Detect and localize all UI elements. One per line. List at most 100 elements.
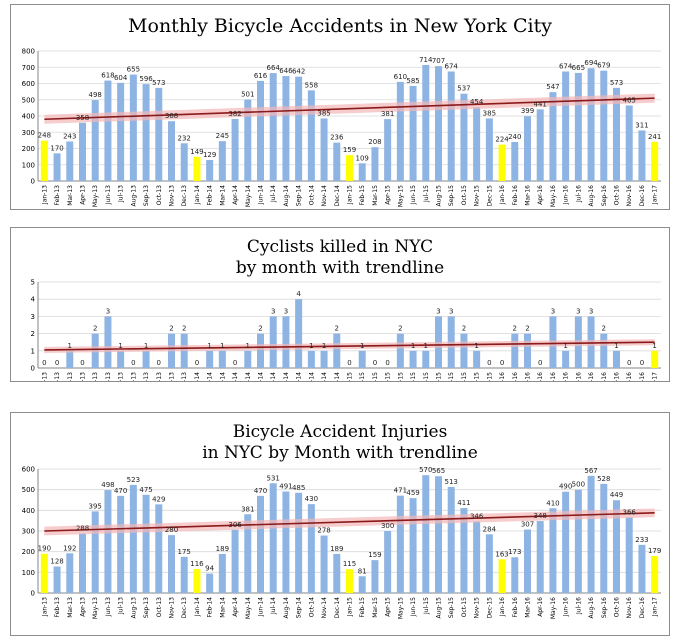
bar <box>269 483 277 593</box>
data-label: 459 <box>406 489 419 497</box>
data-label: 1 <box>144 342 148 350</box>
bar <box>396 333 404 368</box>
data-label: 248 <box>38 132 51 140</box>
data-label: 0 <box>640 359 644 367</box>
x-tick-label: May-16 <box>550 372 557 381</box>
data-label: 498 <box>89 91 102 99</box>
bar <box>638 544 646 593</box>
y-tick-label: 200 <box>22 145 35 153</box>
data-label: 528 <box>597 475 610 483</box>
x-tick-label: Sep-13 <box>143 597 150 618</box>
y-tick-label: 100 <box>22 161 35 169</box>
x-tick-label: Dec-15 <box>486 185 493 207</box>
data-label: 307 <box>521 521 534 529</box>
x-tick-label: Oct-16 <box>614 372 621 381</box>
bar <box>104 316 112 368</box>
x-tick-label: Aug-16 <box>588 185 595 207</box>
bar <box>218 553 226 593</box>
x-tick-label: Apr-13 <box>80 185 87 205</box>
x-tick-label: Mar-14 <box>219 372 226 381</box>
data-label: 116 <box>190 560 204 568</box>
x-tick-label: Jul-13 <box>118 372 125 381</box>
x-tick-label: Jul-13 <box>118 185 125 203</box>
bar <box>40 140 48 181</box>
bar <box>651 350 659 368</box>
bar <box>460 508 468 593</box>
bar <box>244 514 252 593</box>
x-tick-label: Oct-15 <box>461 372 468 381</box>
data-label: 3 <box>106 307 110 315</box>
data-label: 381 <box>381 110 394 118</box>
x-tick-label: Jun-14 <box>258 185 265 205</box>
data-label: 1 <box>424 342 428 350</box>
data-label: 523 <box>127 476 140 484</box>
data-label: 189 <box>216 545 229 553</box>
x-tick-label: Jul-14 <box>270 372 277 381</box>
x-tick-label: Nov-15 <box>474 597 481 619</box>
data-label: 2 <box>462 325 466 333</box>
data-label: 243 <box>63 133 76 141</box>
data-label: 1 <box>220 342 224 350</box>
x-tick-label: Jul-15 <box>423 372 430 381</box>
data-label: 430 <box>305 495 318 503</box>
x-tick-label: Oct-16 <box>614 597 621 617</box>
x-tick-label: Sep-14 <box>296 597 303 618</box>
data-label: 149 <box>190 148 203 156</box>
data-label: 94 <box>205 565 214 573</box>
bar <box>447 71 455 181</box>
data-label: 306 <box>228 521 242 529</box>
data-label: 1 <box>68 342 72 350</box>
bar <box>409 350 417 368</box>
bar <box>485 118 493 181</box>
data-label: 596 <box>139 75 153 83</box>
data-label: 1 <box>309 342 313 350</box>
x-tick-label: Mar-15 <box>372 597 379 618</box>
x-tick-label: Mar-14 <box>219 597 226 618</box>
x-tick-label: Jun-13 <box>105 597 112 617</box>
bar <box>574 72 582 181</box>
y-tick-label: 0 <box>31 365 35 373</box>
x-tick-label: Apr-15 <box>385 185 392 205</box>
bar <box>104 490 112 593</box>
x-tick-label: Jun-15 <box>410 372 417 381</box>
x-tick-label: Apr-14 <box>232 597 239 617</box>
data-label: 618 <box>101 72 114 80</box>
data-label: 233 <box>635 536 648 544</box>
bar <box>168 535 175 593</box>
bar <box>384 531 392 593</box>
x-tick-label: Dec-16 <box>639 185 646 207</box>
bar <box>371 560 379 593</box>
data-label: 498 <box>101 481 114 489</box>
x-tick-label: Feb-13 <box>54 372 61 381</box>
bar <box>193 156 201 181</box>
bar <box>536 521 544 593</box>
data-label: 491 <box>279 483 292 491</box>
x-tick-label: Jun-14 <box>258 372 265 381</box>
data-label: 1 <box>360 342 364 350</box>
data-label: 0 <box>373 359 377 367</box>
x-tick-label: Jan-13 <box>41 372 48 381</box>
bar <box>409 498 417 593</box>
trendline <box>44 97 655 121</box>
x-tick-label: Sep-15 <box>448 372 455 381</box>
data-label: 1 <box>118 342 122 350</box>
bar <box>142 84 150 181</box>
x-tick-label: Jan-14 <box>194 185 201 205</box>
data-label: 236 <box>330 134 344 142</box>
data-label: 646 <box>279 67 293 75</box>
x-tick-label: Dec-14 <box>334 597 341 619</box>
bar <box>498 144 506 181</box>
x-tick-label: Jun-13 <box>105 185 112 205</box>
chart-title: Monthly Bicycle Accidents in New York Ci… <box>11 15 669 37</box>
data-label: 573 <box>610 79 623 87</box>
x-tick-label: Nov-13 <box>169 185 176 207</box>
chart-title-line: Cyclists killed in NYC <box>246 237 434 257</box>
data-label: 485 <box>292 484 305 492</box>
chart-title: Bicycle Accident Injuries in NYC by Mont… <box>11 422 669 464</box>
bar <box>435 476 442 593</box>
x-tick-label: Feb-15 <box>359 185 366 206</box>
x-tick-label: Jan-15 <box>347 597 354 617</box>
bar <box>320 350 328 368</box>
x-tick-label: Mar-16 <box>525 597 532 618</box>
